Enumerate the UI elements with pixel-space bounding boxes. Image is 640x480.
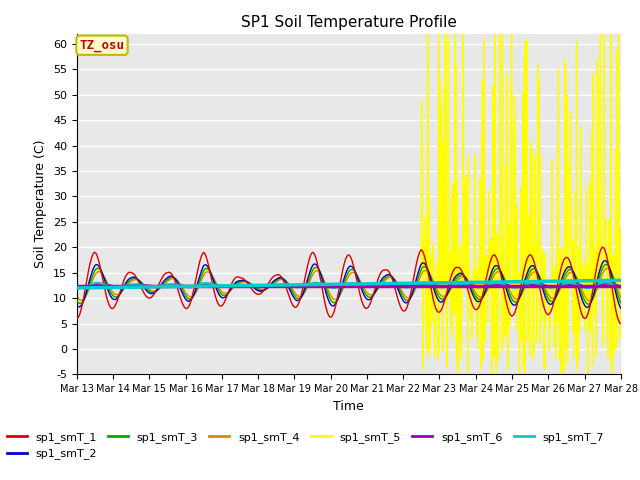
X-axis label: Time: Time	[333, 400, 364, 413]
Title: SP1 Soil Temperature Profile: SP1 Soil Temperature Profile	[241, 15, 457, 30]
Y-axis label: Soil Temperature (C): Soil Temperature (C)	[35, 140, 47, 268]
Text: TZ_osu: TZ_osu	[79, 39, 125, 52]
Legend: sp1_smT_1, sp1_smT_2, sp1_smT_3, sp1_smT_4, sp1_smT_5, sp1_smT_6, sp1_smT_7: sp1_smT_1, sp1_smT_2, sp1_smT_3, sp1_smT…	[2, 428, 609, 464]
